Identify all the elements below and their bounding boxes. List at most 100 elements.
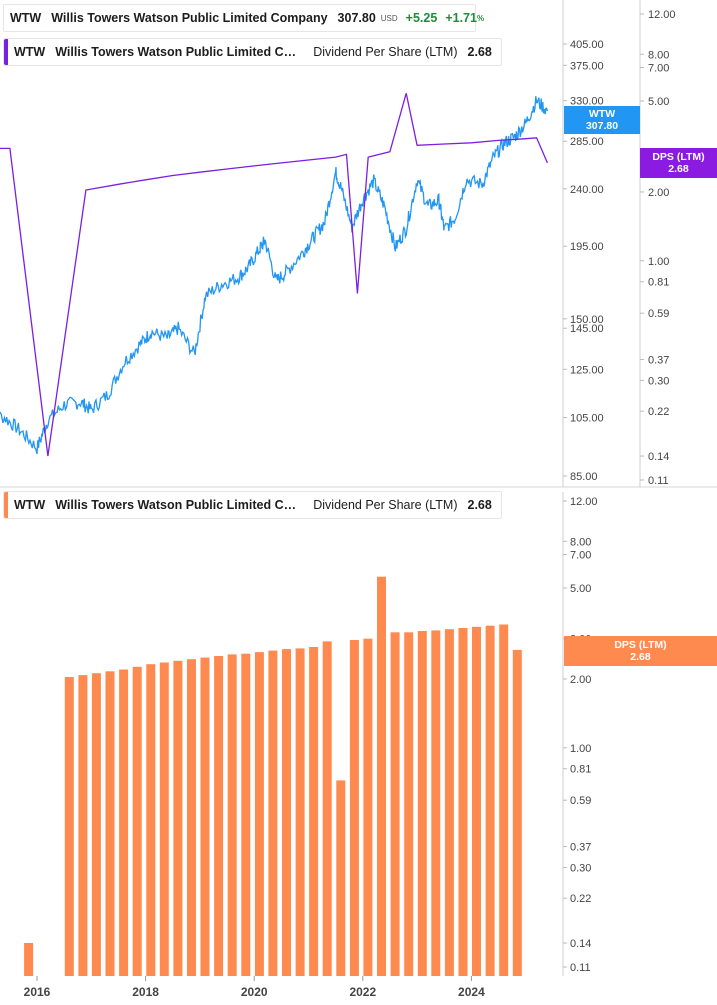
legend-price[interactable]: WTW Willis Towers Watson Public Limited …	[3, 4, 484, 32]
x-axis-tick-label: 2016	[24, 985, 51, 999]
dps-axis-tick-label: 12.00	[648, 9, 676, 21]
price-axis-tick-label: 125.00	[570, 364, 604, 376]
price-tag-value: 307.80	[585, 120, 619, 132]
dps-bar	[146, 664, 156, 976]
legend-dps-top-ticker: WTW	[14, 45, 46, 59]
dps-axis-tick-label: 0.11	[570, 962, 591, 974]
dps-axis-tick-label: 0.59	[570, 795, 591, 807]
dps-axis-tick-label: 0.81	[648, 277, 669, 289]
dps-tag-bottom: DPS (LTM) 2.68	[564, 636, 717, 666]
dps-bar	[485, 625, 495, 976]
dps-bar	[200, 657, 210, 976]
dps-bar	[254, 652, 264, 976]
dps-axis-tick-label: 7.00	[570, 550, 591, 562]
dps-axis-tick-label: 0.81	[570, 764, 591, 776]
dps-axis-tick-label: 5.00	[648, 96, 669, 108]
dps-bar	[417, 631, 427, 976]
x-axis-tick-label: 2022	[349, 985, 376, 999]
price-tag-ticker: WTW	[588, 108, 616, 120]
dps-tag-top-label: DPS (LTM)	[652, 151, 705, 163]
legend-dps-top-name: Willis Towers Watson Public Limited Comp…	[55, 45, 303, 59]
dps-bar	[214, 656, 224, 976]
legend-dps-top-swatch	[4, 39, 8, 65]
legend-price-ticker: WTW	[10, 11, 42, 25]
dps-bar	[241, 653, 251, 976]
dps-axis-tick-label: 0.11	[648, 475, 669, 487]
dps-bar	[431, 630, 441, 976]
dps-bar	[377, 576, 386, 976]
price-axis-tick-label: 145.00	[570, 323, 604, 335]
legend-dps-bottom-value: 2.68	[467, 498, 492, 512]
dps-axis-tick-label: 2.00	[648, 187, 669, 199]
dps-axis-tick-label: 0.22	[648, 406, 669, 418]
dps-bar	[444, 629, 454, 976]
dps-axis-tick-label: 1.00	[648, 256, 669, 268]
dps-bar	[24, 943, 34, 976]
dps-tag-bottom-value: 2.68	[630, 651, 651, 663]
dps-axis-tick-label: 5.00	[570, 583, 591, 595]
dps-bar	[119, 669, 129, 976]
dps-bar	[227, 654, 237, 976]
price-axis-tick-label: 150.00	[570, 314, 604, 326]
dps-bar	[512, 649, 522, 976]
dps-tag-top: DPS (LTM) 2.68	[640, 148, 717, 178]
price-axis-tick-label: 240.00	[570, 184, 604, 196]
legend-dps-top[interactable]: WTW Willis Towers Watson Public Limited …	[3, 38, 502, 66]
dps-bar	[159, 662, 169, 976]
dps-axis-tick-label: 0.22	[570, 893, 591, 905]
dps-bar	[309, 647, 319, 976]
dps-axis-ticks-bottom: 0.110.140.220.300.370.590.811.002.003.00…	[563, 496, 598, 974]
legend-dps-bottom-swatch	[4, 492, 8, 518]
dps-axis-tick-label: 1.00	[570, 743, 591, 755]
dps-bar	[458, 628, 468, 976]
dps-bar	[499, 624, 509, 976]
dps-bar	[322, 641, 332, 976]
price-axis-tick-label: 285.00	[570, 136, 604, 148]
dps-axis-tick-label: 7.00	[648, 63, 669, 75]
legend-dps-top-value: 2.68	[467, 45, 492, 59]
x-axis-tick-label: 2020	[241, 985, 268, 999]
price-tag: WTW 307.80	[564, 106, 640, 134]
dps-bar	[363, 638, 373, 976]
price-axis-tick-label: 330.00	[570, 96, 604, 108]
dps-axis-tick-label: 12.00	[570, 496, 598, 508]
dps-bar	[336, 780, 346, 976]
price-axis-tick-label: 375.00	[570, 60, 604, 72]
dps-tag-bottom-label: DPS (LTM)	[614, 639, 667, 651]
dps-bar	[349, 640, 359, 976]
dps-axis-tick-label: 0.37	[570, 842, 591, 854]
dps-bar	[132, 666, 142, 976]
dps-bar	[268, 650, 278, 976]
dps-bar	[173, 660, 183, 976]
legend-price-value: 307.80	[337, 11, 376, 25]
dps-axis-tick-label: 2.00	[570, 674, 591, 686]
dps-axis-tick-label: 0.14	[570, 938, 591, 950]
dps-axis-tick-label: 0.30	[570, 862, 591, 874]
x-axis-tick-label: 2018	[132, 985, 159, 999]
dps-bars	[24, 576, 522, 976]
dps-bar	[295, 648, 305, 976]
dps-bar	[282, 649, 291, 976]
price-axis-tick-label: 105.00	[570, 413, 604, 425]
legend-price-change-pct: +1.71	[445, 11, 477, 25]
dps-axis-tick-label: 0.59	[648, 308, 669, 320]
legend-dps-bottom-ticker: WTW	[14, 498, 46, 512]
legend-dps-bottom[interactable]: WTW Willis Towers Watson Public Limited …	[3, 491, 502, 519]
dps-axis-ticks-top: 0.110.140.220.300.370.590.811.002.003.00…	[640, 9, 676, 487]
legend-price-name: Willis Towers Watson Public Limited Comp…	[51, 11, 328, 25]
legend-dps-top-metric: Dividend Per Share (LTM)	[313, 45, 458, 59]
dps-bar	[91, 673, 101, 976]
dps-bar	[187, 659, 196, 976]
dps-axis-tick-label: 0.37	[648, 355, 669, 367]
dps-axis-tick-label: 8.00	[570, 536, 591, 548]
dps-axis-tick-label: 8.00	[648, 49, 669, 61]
dps-axis-tick-label: 0.30	[648, 375, 669, 387]
legend-price-pct-sign: %	[476, 13, 485, 23]
dps-bar	[78, 675, 88, 976]
dps-series-line	[0, 93, 548, 457]
price-axis-tick-label: 405.00	[570, 39, 604, 51]
x-axis-ticks: 2016 2018 2020 2022 2024	[24, 976, 485, 999]
price-series-line	[0, 96, 549, 455]
dps-bar	[390, 632, 400, 976]
dps-bar	[472, 626, 481, 976]
